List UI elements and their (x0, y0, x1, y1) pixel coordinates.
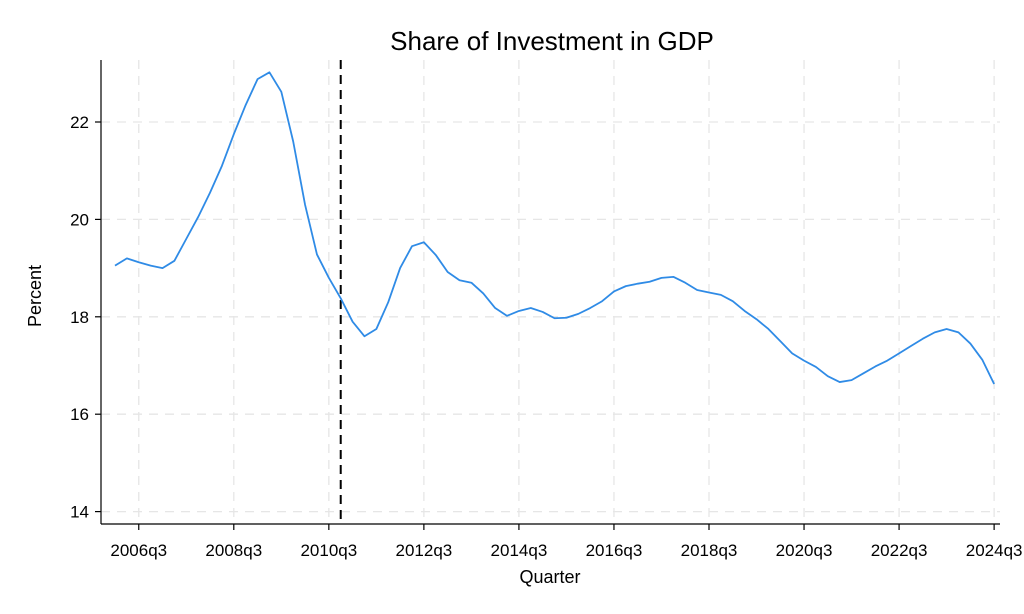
y-tick-label: 16 (70, 405, 89, 424)
chart-title: Share of Investment in GDP (390, 26, 714, 56)
x-tick-label: 2020q3 (776, 541, 833, 560)
x-tick-label: 2018q3 (681, 541, 738, 560)
y-tick-label: 18 (70, 308, 89, 327)
x-tick-label: 2016q3 (586, 541, 643, 560)
x-tick-label: 2012q3 (396, 541, 453, 560)
y-axis-label: Percent (25, 265, 45, 327)
x-tick-label: 2010q3 (300, 541, 357, 560)
y-tick-label: 14 (70, 503, 89, 522)
y-tick-label: 22 (70, 113, 89, 132)
x-tick-label: 2006q3 (110, 541, 167, 560)
x-axis-label: Quarter (519, 567, 580, 587)
y-tick-label: 20 (70, 210, 89, 229)
x-tick-label: 2008q3 (205, 541, 262, 560)
x-tick-label: 2022q3 (871, 541, 928, 560)
y-axis-ticks: 14 16 18 20 22 (70, 113, 101, 522)
x-axis-ticks: 2006q3 2008q3 2010q3 2012q3 2014q3 2016q3 2018… (110, 524, 1022, 560)
series-line-investment-share (114, 71, 995, 385)
x-tick-label: 2024q3 (966, 541, 1023, 560)
grid-lines (101, 60, 1000, 524)
x-tick-label: 2014q3 (491, 541, 548, 560)
